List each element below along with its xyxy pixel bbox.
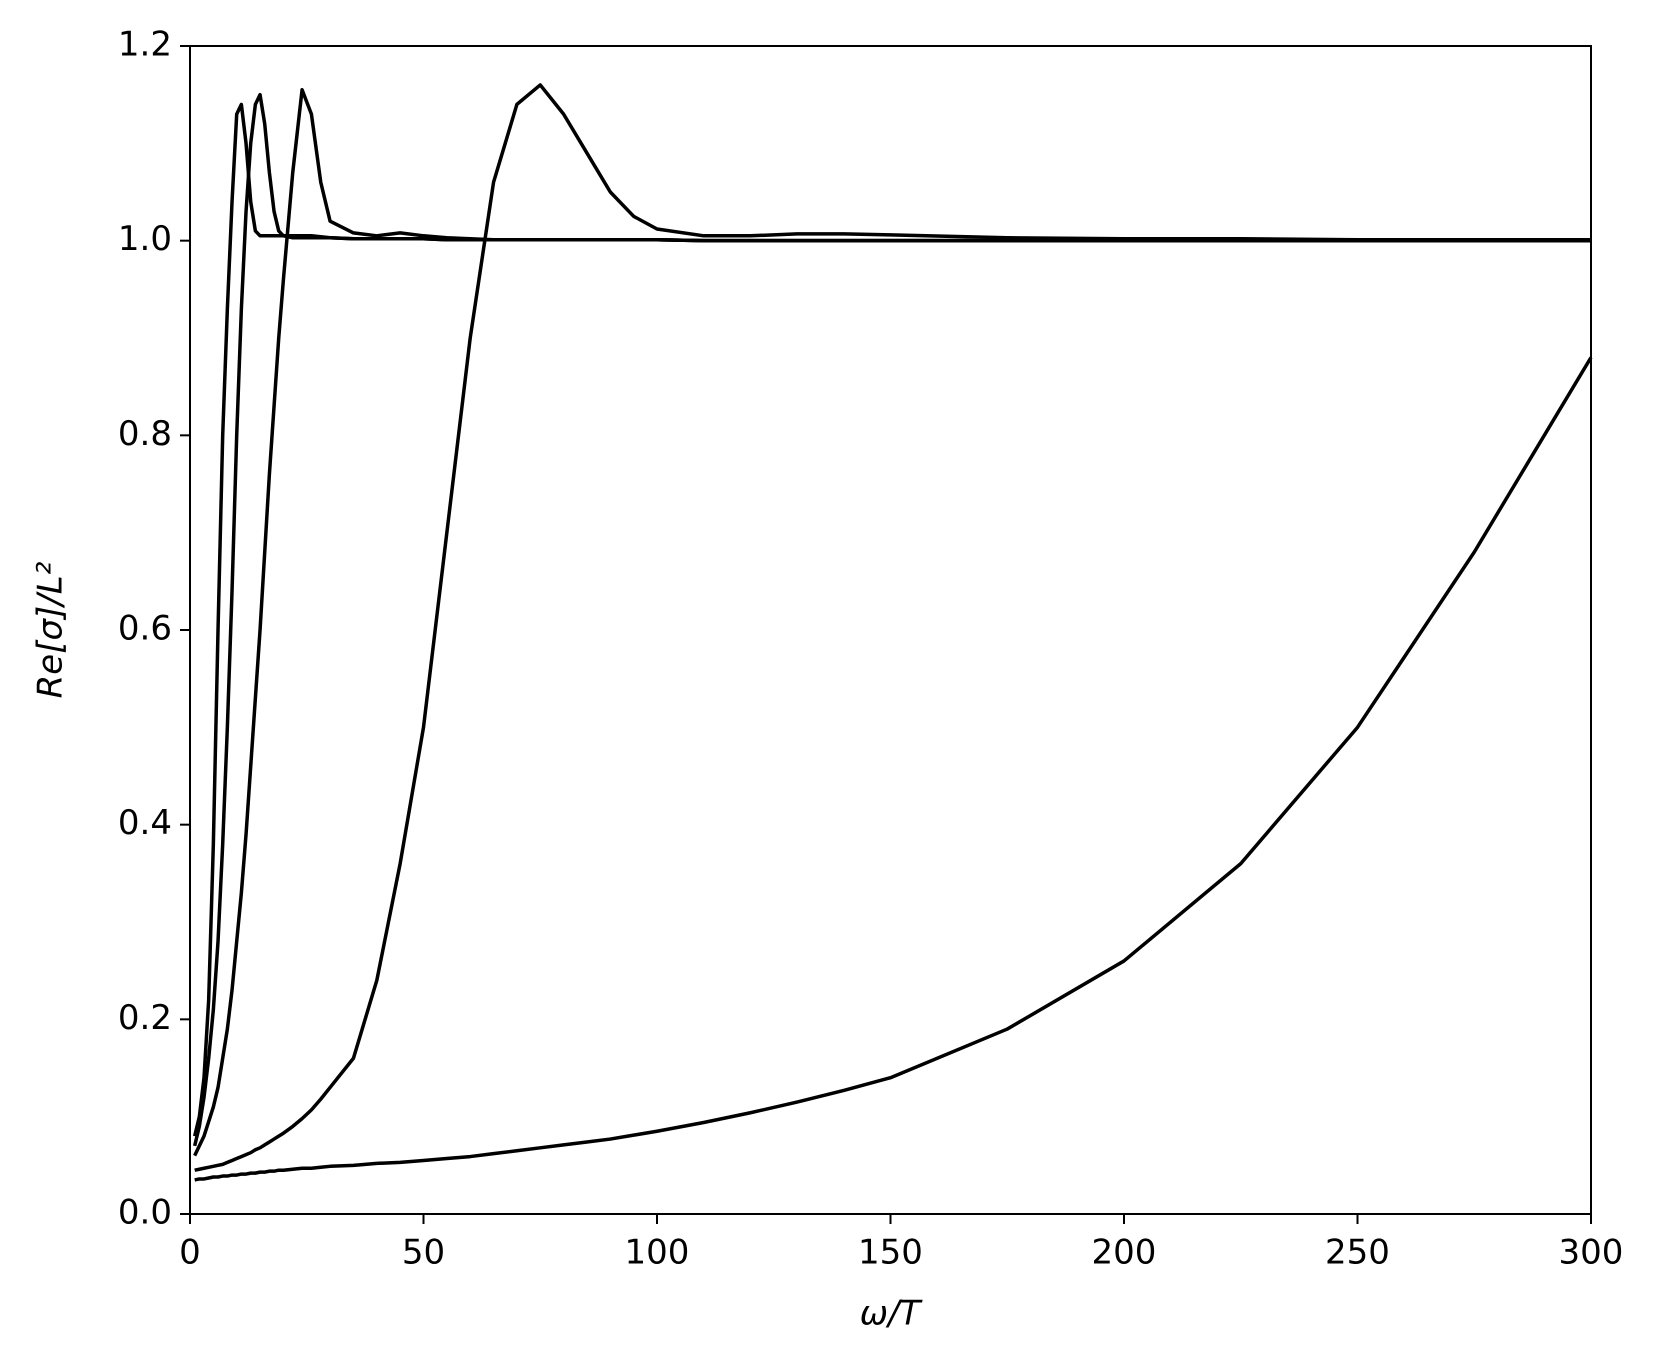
y-tick-label: 0.0 xyxy=(118,1193,172,1233)
series-line xyxy=(194,356,1593,1182)
y-tick-label: 0.2 xyxy=(118,998,172,1038)
x-tick-label: 100 xyxy=(625,1233,690,1273)
series-line xyxy=(194,83,1591,1172)
x-tick-label: 0 xyxy=(179,1233,201,1273)
y-tick-label: 0.4 xyxy=(118,803,172,843)
x-tick-label: 300 xyxy=(1559,1233,1624,1273)
y-tick-label: 0.6 xyxy=(118,609,172,649)
series-line xyxy=(193,88,1591,1157)
series-line xyxy=(192,102,1591,1137)
y-axis-label: Re[σ]/L² xyxy=(31,561,71,698)
y-tick-label: 0.8 xyxy=(118,414,172,454)
x-axis-label: ω/T xyxy=(860,1294,923,1334)
y-tick-label: 1.0 xyxy=(118,219,172,259)
series-line xyxy=(192,92,1591,1147)
x-tick-label: 250 xyxy=(1325,1233,1390,1273)
x-tick-label: 150 xyxy=(858,1233,923,1273)
x-tick-label: 200 xyxy=(1092,1233,1157,1273)
x-tick-label: 50 xyxy=(402,1233,445,1273)
plot-frame xyxy=(189,45,1592,1215)
y-tick-label: 1.2 xyxy=(118,25,172,65)
